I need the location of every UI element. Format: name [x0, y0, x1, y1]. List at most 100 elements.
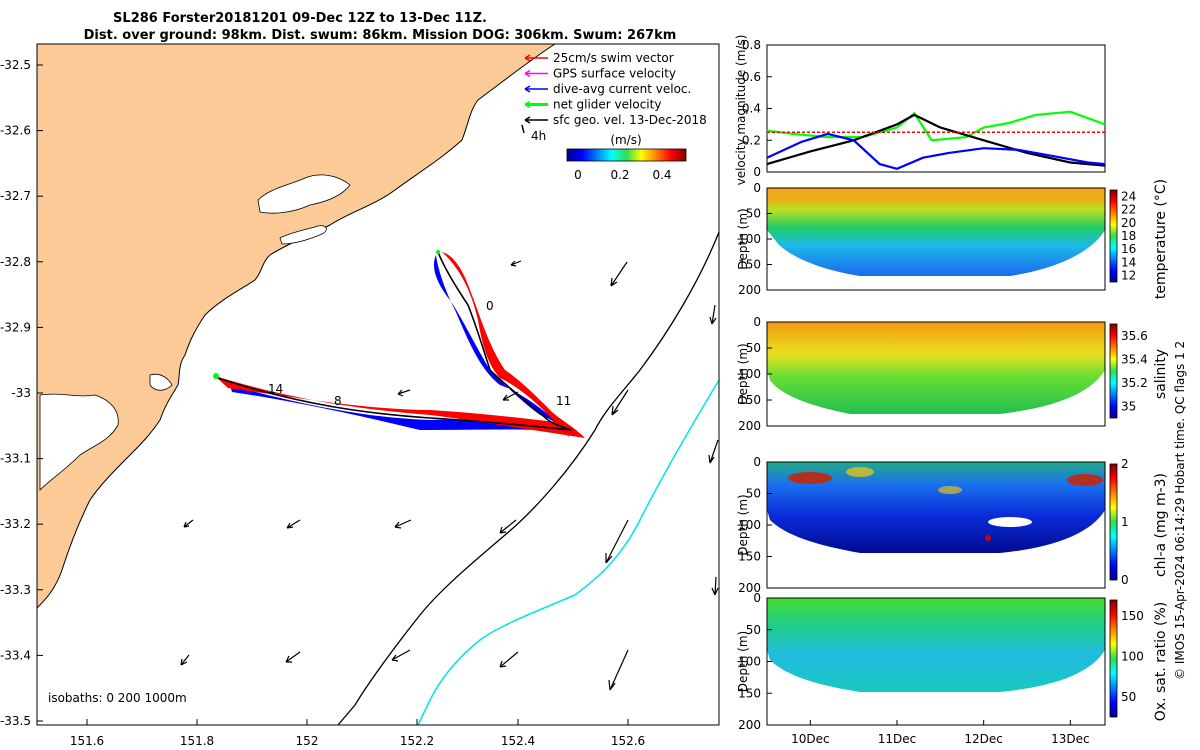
- heatmap-ylabel: Depth (m): [736, 631, 750, 692]
- map-y-tick-label: -33.3: [0, 583, 31, 597]
- isobath-1000: [417, 379, 720, 726]
- heatmap-y-tick-label: 50: [746, 207, 761, 221]
- day-label-11: 11: [556, 394, 571, 408]
- day-label-0: 0: [486, 299, 494, 313]
- map-frame: [36, 43, 720, 726]
- legend-arrowhead: [524, 54, 531, 62]
- heatmap-colorbar-tick: 50: [1121, 690, 1136, 704]
- heatmap-colorbar-label: temperature (°C): [1153, 179, 1169, 299]
- river-west: [39, 393, 119, 491]
- oxygen-panel: [767, 598, 1105, 692]
- legend-label: GPS surface velocity: [553, 67, 676, 81]
- heatmap-y-tick-label: 150: [738, 686, 761, 700]
- heatmap-y-tick-label: 200: [738, 718, 761, 732]
- heatmap-colorbar-tick: 12: [1121, 268, 1136, 282]
- heatmap-colorbar-tick: 18: [1121, 229, 1136, 243]
- chla-hotspots: [788, 467, 1103, 541]
- heatmap-colorbar-label: chl-a (mg m-3): [1153, 473, 1169, 577]
- heatmap-ylabel: Depth (m): [736, 208, 750, 269]
- legend-label: dive-avg current veloc.: [553, 82, 691, 96]
- velocity-y-tick-label: 0: [753, 165, 761, 179]
- colorbar-tick-0: 0: [574, 168, 582, 182]
- heatmap-ylabel: Depth (m): [736, 343, 750, 404]
- track-start-marker: [213, 373, 219, 379]
- legend-arrowhead: [524, 100, 531, 109]
- heatmap-colorbar-tick: 35: [1121, 399, 1136, 413]
- heatmap-colorbar-tick: 14: [1121, 255, 1136, 269]
- legend-label: net glider velocity: [553, 98, 661, 112]
- credit-text: © IMOS 15-Apr-2024 06:14:29 Hobart time.…: [1173, 341, 1187, 680]
- heatmap-colorbar-tick: 2: [1121, 457, 1129, 471]
- time-tick-label: 12Dec: [964, 732, 1003, 746]
- geo-velocity-arrows: [180, 260, 719, 691]
- heatmap-y-tick-label: 200: [738, 283, 761, 297]
- map-y-tick-label: -32.6: [0, 124, 31, 138]
- heatmap-y-tick-label: 200: [738, 419, 761, 433]
- heatmap-colorbar-label: salinity: [1153, 349, 1169, 399]
- heatmap-colorbar-tick: 150: [1121, 609, 1144, 623]
- temperature-field: [767, 188, 1105, 276]
- map-x-tick-label: 152.2: [400, 734, 434, 748]
- velocity-panel: 0 0.2 0.4 0.6 0.8 velocity magnitude (m/s): [734, 35, 1106, 186]
- velocity-series-line: [766, 113, 1106, 167]
- velocity-series-line: [766, 110, 1106, 142]
- velocity-frame: [766, 44, 1106, 173]
- map-y-tick-label: -32.9: [0, 320, 31, 334]
- track-glider-path: [217, 251, 573, 431]
- velocity-ylabel: velocity magnitude (m/s): [734, 35, 748, 186]
- velocity-y-axis: 0 0.2 0.4 0.6 0.8: [742, 38, 772, 179]
- legend-scale-label: 4h: [531, 129, 546, 143]
- velocity-lines: [766, 110, 1106, 170]
- heatmap-y-tick-label: 150: [738, 550, 761, 564]
- map-x-tick-label: 152: [296, 734, 319, 748]
- map-x-tick-label: 151.8: [180, 734, 214, 748]
- heatmap-colorbar-tick: 35.6: [1121, 329, 1148, 343]
- salinity-panel: [767, 322, 1105, 414]
- heatmap-y-tick-label: 150: [738, 393, 761, 407]
- legend-label: sfc geo. vel. 13-Dec-2018: [553, 113, 707, 127]
- velocity-series-line: [766, 132, 1106, 170]
- temperature-surface: [767, 188, 1105, 203]
- heatmap-y-tick-label: 0: [753, 591, 761, 605]
- heatmap-y-tick-label: 100: [738, 655, 761, 669]
- track-end-marker: [436, 250, 440, 254]
- map-y-tick-label: -32.5: [0, 58, 31, 72]
- heatmap-y-tick-label: 150: [738, 258, 761, 272]
- colorbar-bar: [566, 148, 687, 162]
- heatmap-colorbar: [1109, 463, 1118, 581]
- heatmap-y-tick-label: 200: [738, 581, 761, 595]
- heatmap-colorbar-label: Ox. sat. ratio (%): [1153, 602, 1169, 721]
- heatmap-colorbar-tick: 20: [1121, 216, 1136, 230]
- heatmap-y-tick-label: 0: [753, 455, 761, 469]
- estuary-2: [149, 373, 173, 391]
- heatmap-y-tick-label: 100: [738, 518, 761, 532]
- map-y-tick-label: -33.5: [0, 714, 31, 728]
- velocity-y-tick-label: 0.6: [742, 70, 761, 84]
- lake-south: [279, 225, 327, 245]
- heatmap-y-tick-label: 100: [738, 367, 761, 381]
- time-tick-label: 11Dec: [878, 732, 917, 746]
- heatmap-colorbar: [1109, 189, 1118, 283]
- time-tick-label: 10Dec: [791, 732, 830, 746]
- colorbar-title: (m/s): [610, 133, 641, 147]
- salinity-field: [767, 322, 1105, 414]
- map-y-tick-label: -33.2: [0, 517, 31, 531]
- legend-arrowhead: [524, 116, 531, 124]
- legend-arrowhead: [524, 85, 531, 93]
- heatmap-colorbar-tick: 35.4: [1121, 352, 1148, 366]
- heatmap-y-tick-label: 50: [746, 623, 761, 637]
- time-tick-label: 13Dec: [1051, 732, 1090, 746]
- lake-north: [257, 174, 351, 214]
- heatmap-y-tick-label: 0: [753, 181, 761, 195]
- heatmap-ylabel: Depth (m): [736, 494, 750, 555]
- map-x-tick-label: 152.6: [611, 734, 645, 748]
- land-mass: [36, 43, 557, 610]
- heatmap-colorbar-tick: 100: [1121, 649, 1144, 663]
- oxygen-field: [767, 598, 1105, 692]
- isobaths-label: isobaths: 0 200 1000m: [48, 691, 187, 705]
- map-x-axis: 151.6 151.8 152 152.2 152.4 152.6: [70, 719, 645, 748]
- heatmap-colorbar: [1109, 599, 1118, 718]
- map-y-axis: -32.5 -32.6 -32.7 -32.8 -32.9 -33 -33.1 -33.2 -3…: [0, 58, 43, 728]
- legend-arrowhead: [524, 69, 531, 78]
